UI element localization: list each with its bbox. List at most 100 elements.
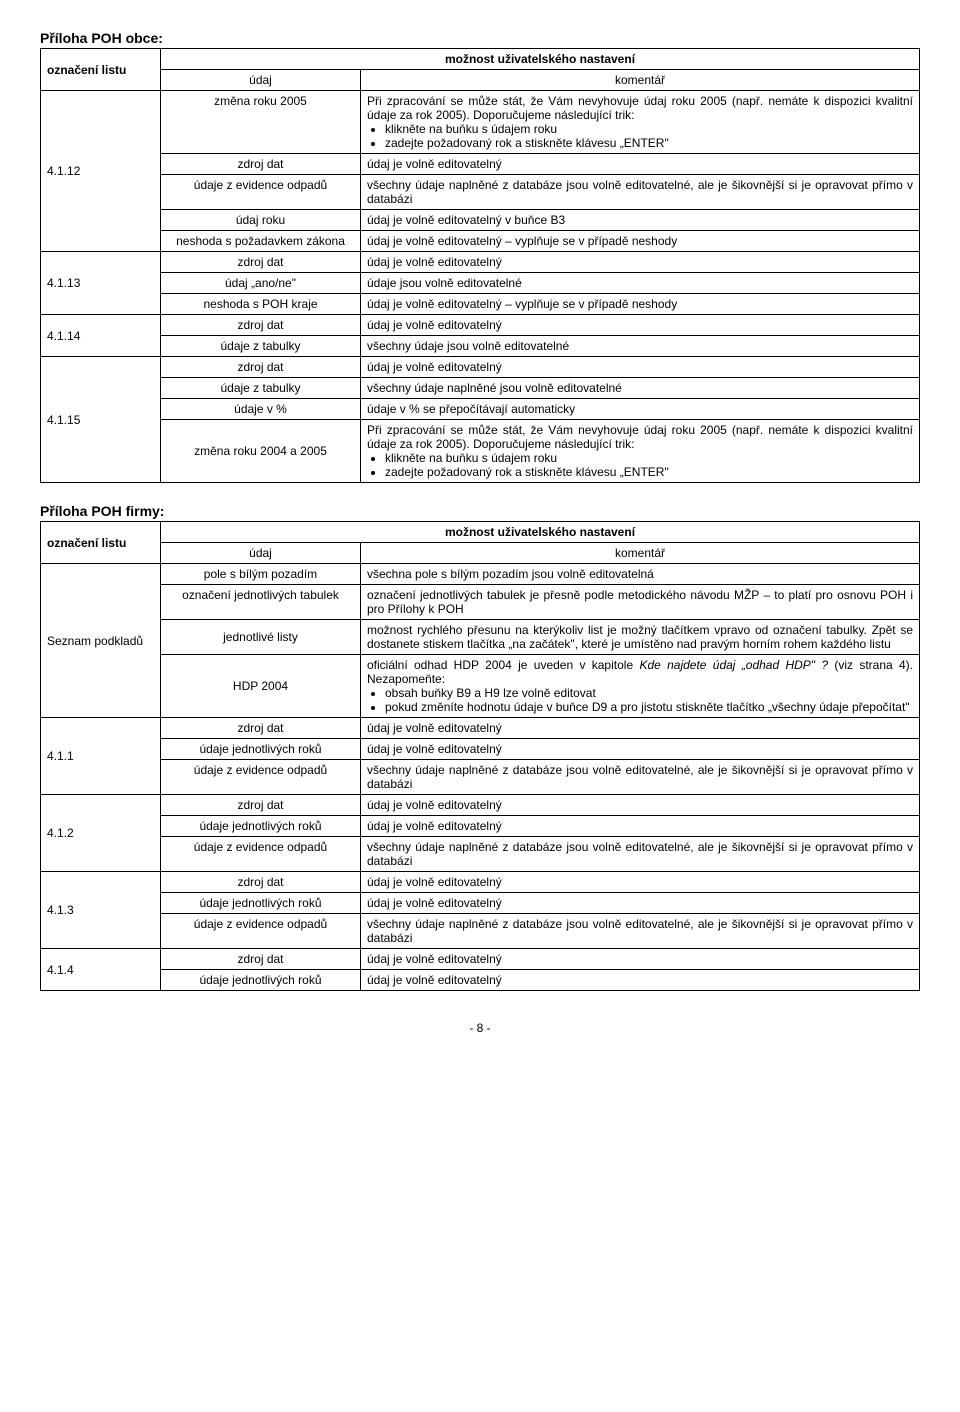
komentar-italic: Kde najdete údaj „odhad HDP" ? bbox=[639, 658, 828, 672]
cell-udaj: údaj „ano/ne" bbox=[161, 273, 361, 294]
cell-komentar: údaj je volně editovatelný bbox=[361, 357, 920, 378]
table-row: údaje z evidence odpadů všechny údaje na… bbox=[41, 837, 920, 872]
table-row: 4.1.14 zdroj dat údaj je volně editovate… bbox=[41, 315, 920, 336]
table-row: údaje z evidence odpadů všechny údaje na… bbox=[41, 175, 920, 210]
table-row: jednotlivé listy možnost rychlého přesun… bbox=[41, 620, 920, 655]
cell-komentar: všechny údaje naplněné z databáze jsou v… bbox=[361, 914, 920, 949]
table-row: 4.1.2 zdroj dat údaj je volně editovatel… bbox=[41, 795, 920, 816]
table-row: neshoda s POH kraje údaj je volně editov… bbox=[41, 294, 920, 315]
cell-udaj: neshoda s POH kraje bbox=[161, 294, 361, 315]
cell-udaj: zdroj dat bbox=[161, 795, 361, 816]
table-row: údaje jednotlivých roků údaj je volně ed… bbox=[41, 893, 920, 914]
table-row: označení jednotlivých tabulek označení j… bbox=[41, 585, 920, 620]
page-number: - 8 - bbox=[40, 1021, 920, 1035]
cell-udaj: údaje jednotlivých roků bbox=[161, 893, 361, 914]
cell-udaj: zdroj dat bbox=[161, 357, 361, 378]
row-label: 4.1.15 bbox=[41, 357, 161, 483]
cell-komentar: všechny údaje naplněné jsou volně editov… bbox=[361, 378, 920, 399]
cell-komentar: údaje jsou volně editovatelné bbox=[361, 273, 920, 294]
cell-komentar: všechny údaje naplněné z databáze jsou v… bbox=[361, 175, 920, 210]
bullet-item: zadejte požadovaný rok a stiskněte kláve… bbox=[385, 465, 913, 479]
cell-udaj: údaje jednotlivých roků bbox=[161, 970, 361, 991]
cell-udaj: údaje z tabulky bbox=[161, 336, 361, 357]
cell-udaj: údaje jednotlivých roků bbox=[161, 816, 361, 837]
row-label: 4.1.2 bbox=[41, 795, 161, 872]
header-oznaceni: označení listu bbox=[41, 522, 161, 564]
cell-komentar: všechna pole s bílým pozadím jsou volně … bbox=[361, 564, 920, 585]
cell-udaj: pole s bílým pozadím bbox=[161, 564, 361, 585]
bullet-item: zadejte požadovaný rok a stiskněte kláve… bbox=[385, 136, 913, 150]
table-row: 4.1.15 zdroj dat údaj je volně editovate… bbox=[41, 357, 920, 378]
table-row: údaje z evidence odpadů všechny údaje na… bbox=[41, 914, 920, 949]
cell-udaj: zdroj dat bbox=[161, 315, 361, 336]
cell-komentar: údaj je volně editovatelný bbox=[361, 718, 920, 739]
table-row: neshoda s požadavkem zákona údaj je voln… bbox=[41, 231, 920, 252]
section1-title: Příloha POH obce: bbox=[40, 30, 920, 46]
table-row: HDP 2004 oficiální odhad HDP 2004 je uve… bbox=[41, 655, 920, 718]
table-poh-obce: označení listu možnost uživatelského nas… bbox=[40, 48, 920, 483]
header-komentar: komentář bbox=[361, 543, 920, 564]
cell-udaj: údaj roku bbox=[161, 210, 361, 231]
komentar-text: Při zpracování se může stát, že Vám nevy… bbox=[367, 94, 913, 122]
table-row: 4.1.1 zdroj dat údaj je volně editovatel… bbox=[41, 718, 920, 739]
cell-komentar: Při zpracování se může stát, že Vám nevy… bbox=[361, 420, 920, 483]
header-komentar: komentář bbox=[361, 70, 920, 91]
cell-komentar: údaj je volně editovatelný bbox=[361, 949, 920, 970]
header-moznost: možnost uživatelského nastavení bbox=[161, 522, 920, 543]
table-row: údaj roku údaj je volně editovatelný v b… bbox=[41, 210, 920, 231]
cell-udaj: zdroj dat bbox=[161, 154, 361, 175]
cell-komentar: údaj je volně editovatelný bbox=[361, 970, 920, 991]
header-udaj: údaj bbox=[161, 70, 361, 91]
komentar-text: Při zpracování se může stát, že Vám nevy… bbox=[367, 423, 913, 451]
table-row: údaje z tabulky všechny údaje jsou volně… bbox=[41, 336, 920, 357]
cell-komentar: údaj je volně editovatelný bbox=[361, 795, 920, 816]
table-poh-firmy: označení listu možnost uživatelského nas… bbox=[40, 521, 920, 991]
cell-komentar: údaj je volně editovatelný bbox=[361, 252, 920, 273]
cell-udaj: změna roku 2004 a 2005 bbox=[161, 420, 361, 483]
row-label: 4.1.1 bbox=[41, 718, 161, 795]
bullet-item: klikněte na buňku s údajem roku bbox=[385, 451, 913, 465]
cell-komentar: všechny údaje naplněné z databáze jsou v… bbox=[361, 837, 920, 872]
table-row: údaje jednotlivých roků údaj je volně ed… bbox=[41, 739, 920, 760]
cell-udaj: zdroj dat bbox=[161, 252, 361, 273]
cell-komentar: údaj je volně editovatelný bbox=[361, 315, 920, 336]
cell-udaj: údaje z evidence odpadů bbox=[161, 914, 361, 949]
cell-komentar: údaj je volně editovatelný bbox=[361, 154, 920, 175]
cell-komentar: označení jednotlivých tabulek je přesně … bbox=[361, 585, 920, 620]
cell-komentar: Při zpracování se může stát, že Vám nevy… bbox=[361, 91, 920, 154]
cell-komentar: údaj je volně editovatelný bbox=[361, 739, 920, 760]
table-row: údaje jednotlivých roků údaj je volně ed… bbox=[41, 816, 920, 837]
table-row: údaj „ano/ne" údaje jsou volně editovate… bbox=[41, 273, 920, 294]
row-label: 4.1.12 bbox=[41, 91, 161, 252]
section2-title: Příloha POH firmy: bbox=[40, 503, 920, 519]
cell-udaj: údaje jednotlivých roků bbox=[161, 739, 361, 760]
komentar-text: oficiální odhad HDP 2004 je uveden v kap… bbox=[367, 658, 639, 672]
table-row: změna roku 2004 a 2005 Při zpracování se… bbox=[41, 420, 920, 483]
cell-udaj: neshoda s požadavkem zákona bbox=[161, 231, 361, 252]
cell-komentar: údaj je volně editovatelný bbox=[361, 816, 920, 837]
table-row: údaje z evidence odpadů všechny údaje na… bbox=[41, 760, 920, 795]
cell-komentar: všechny údaje jsou volně editovatelné bbox=[361, 336, 920, 357]
table-row: údaje jednotlivých roků údaj je volně ed… bbox=[41, 970, 920, 991]
table-row: zdroj dat údaj je volně editovatelný bbox=[41, 154, 920, 175]
cell-udaj: označení jednotlivých tabulek bbox=[161, 585, 361, 620]
cell-udaj: změna roku 2005 bbox=[161, 91, 361, 154]
cell-udaj: údaje z tabulky bbox=[161, 378, 361, 399]
cell-udaj: zdroj dat bbox=[161, 872, 361, 893]
header-oznaceni: označení listu bbox=[41, 49, 161, 91]
cell-udaj: HDP 2004 bbox=[161, 655, 361, 718]
row-label: 4.1.13 bbox=[41, 252, 161, 315]
table-row: 4.1.3 zdroj dat údaj je volně editovatel… bbox=[41, 872, 920, 893]
cell-komentar: údaj je volně editovatelný v buňce B3 bbox=[361, 210, 920, 231]
cell-komentar: možnost rychlého přesunu na kterýkoliv l… bbox=[361, 620, 920, 655]
cell-udaj: zdroj dat bbox=[161, 718, 361, 739]
cell-udaj: údaje z evidence odpadů bbox=[161, 175, 361, 210]
cell-komentar: údaje v % se přepočítávají automaticky bbox=[361, 399, 920, 420]
row-label: 4.1.3 bbox=[41, 872, 161, 949]
bullet-list: obsah buňky B9 a H9 lze volně editovat p… bbox=[367, 686, 913, 714]
cell-udaj: údaje z evidence odpadů bbox=[161, 760, 361, 795]
cell-komentar: údaj je volně editovatelný – vyplňuje se… bbox=[361, 294, 920, 315]
table-row: údaje z tabulky všechny údaje naplněné j… bbox=[41, 378, 920, 399]
cell-komentar: všechny údaje naplněné z databáze jsou v… bbox=[361, 760, 920, 795]
cell-komentar: údaj je volně editovatelný bbox=[361, 893, 920, 914]
